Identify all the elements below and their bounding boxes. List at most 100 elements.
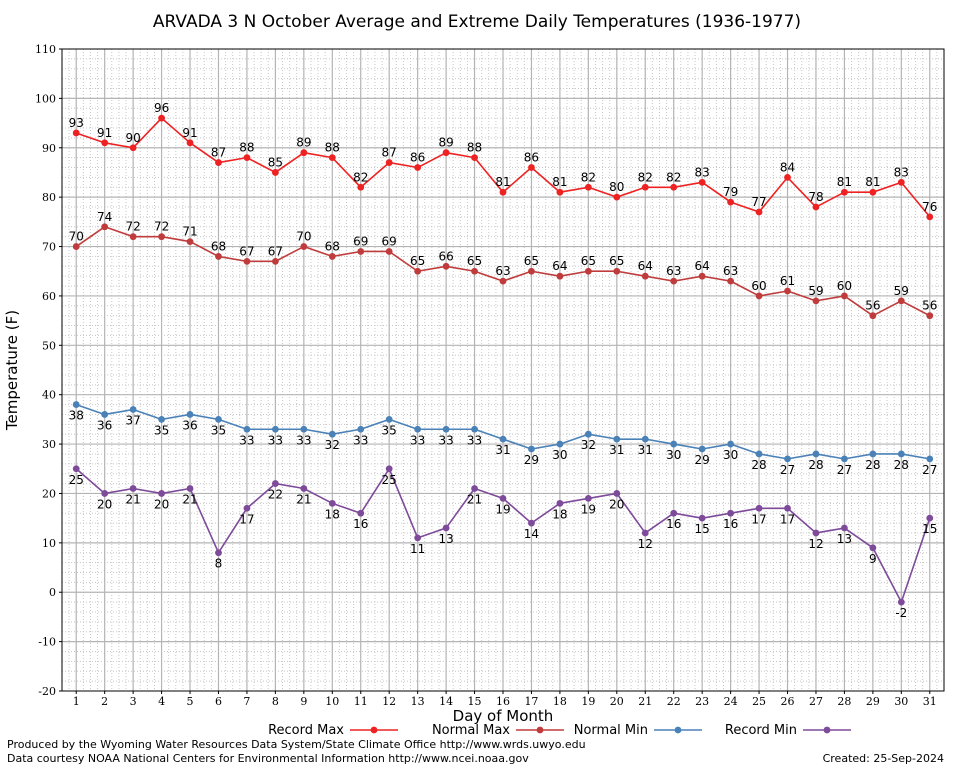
record-min-point — [670, 509, 678, 517]
x-tick-label: 11 — [354, 695, 368, 708]
normal-min-data-label: 29 — [695, 453, 710, 467]
record-min-point — [101, 490, 109, 497]
x-tick-label: 19 — [581, 695, 595, 708]
record-min-point — [72, 465, 80, 473]
y-tick-label: 40 — [42, 389, 56, 402]
normal-max-data-label: 68 — [325, 239, 340, 253]
record-min-data-label: 25 — [69, 473, 84, 487]
record-max-data-label: 77 — [751, 195, 766, 209]
record-min-point — [556, 499, 564, 507]
normal-min-data-label: 33 — [438, 433, 453, 447]
x-tick-label: 15 — [468, 695, 482, 708]
record-max-point — [385, 159, 393, 166]
normal-min-point — [812, 450, 820, 458]
record-max-point — [784, 174, 791, 181]
normal-max-data-label: 64 — [552, 259, 567, 273]
y-tick-label: 80 — [42, 191, 56, 204]
normal-max-point — [215, 253, 222, 260]
normal-min-point — [897, 450, 905, 458]
record-max-point — [471, 154, 478, 162]
y-tick-label: 10 — [42, 537, 56, 550]
record-min-data-label: 11 — [410, 542, 425, 556]
record-max-point — [897, 178, 905, 186]
record-min-point — [755, 504, 763, 512]
normal-min-point — [613, 435, 621, 443]
x-tick-label: 23 — [695, 695, 709, 708]
record-max-data-label: 89 — [296, 136, 311, 150]
normal-min-point — [556, 440, 564, 448]
normal-min-data-label: 31 — [495, 443, 510, 457]
normal-max-point — [641, 272, 649, 280]
normal-max-point — [897, 297, 905, 305]
y-tick-label: 110 — [35, 43, 56, 56]
x-tick-label: 21 — [638, 695, 652, 708]
normal-max-data-label: 56 — [922, 299, 937, 313]
record-max-data-label: 82 — [666, 170, 681, 184]
record-max-data-label: 91 — [182, 126, 197, 140]
record-min-data-label: 20 — [609, 497, 624, 511]
record-min-point — [442, 524, 450, 532]
series-record-min: 25 20 21 20 21 8 17 22 21 18 16 25 11 13 21 19 14 18 19 20 1… — [69, 465, 937, 620]
normal-max-data-label: 56 — [865, 299, 880, 313]
normal-max-data-label: 65 — [609, 254, 624, 268]
normal-min-point — [869, 450, 877, 458]
x-tick-label: 31 — [923, 695, 937, 708]
normal-min-point — [670, 440, 678, 448]
y-tick-label: 50 — [42, 339, 56, 352]
normal-min-point — [385, 415, 393, 423]
normal-min-data-label: 33 — [239, 433, 254, 447]
record-max-data-label: 83 — [894, 165, 909, 179]
normal-max-point — [385, 248, 393, 255]
legend-label-normal-max: Normal Max — [432, 723, 510, 738]
record-max-data-label: 78 — [808, 190, 823, 204]
record-min-point — [698, 514, 706, 522]
record-min-data-label: 21 — [296, 493, 311, 507]
normal-max-point — [755, 292, 763, 300]
series-record-max: 93 91 90 96 91 87 88 85 89 88 82 87 86 89 88 81 86 81 82 80… — [69, 101, 937, 221]
grid — [61, 49, 945, 691]
normal-min-data-label: 28 — [865, 458, 880, 472]
record-max-data-label: 91 — [97, 126, 112, 140]
x-axis-label: Day of Month — [453, 707, 554, 725]
x-tick-label: 7 — [243, 695, 250, 708]
record-min-data-label: 21 — [467, 493, 482, 507]
normal-max-data-label: 66 — [438, 249, 453, 263]
normal-max-point — [528, 267, 535, 275]
y-tick-label: 30 — [42, 438, 56, 451]
record-min-point — [357, 509, 365, 517]
x-tick-label: 25 — [752, 695, 766, 708]
record-min-data-label: 17 — [239, 512, 254, 526]
normal-max-point — [584, 267, 592, 275]
record-min-point — [186, 485, 194, 492]
x-tick-label: 27 — [809, 695, 823, 708]
normal-min-point — [698, 445, 706, 453]
normal-max-data-label: 68 — [211, 239, 226, 253]
record-min-point — [385, 465, 393, 473]
record-max-point — [584, 183, 592, 191]
normal-max-data-label: 67 — [239, 244, 254, 258]
record-min-point — [158, 490, 165, 497]
record-max-point — [613, 193, 621, 201]
record-min-data-label: 17 — [780, 512, 795, 526]
record-max-data-label: 79 — [723, 185, 738, 199]
record-min-data-label: 18 — [325, 507, 340, 521]
normal-max-point — [271, 257, 279, 265]
record-min-data-label: 19 — [495, 502, 510, 516]
x-tick-label: 13 — [411, 695, 425, 708]
record-max-data-label: 89 — [438, 136, 453, 150]
record-min-data-label: 17 — [751, 512, 766, 526]
normal-min-point — [243, 425, 251, 433]
record-min-point — [528, 519, 535, 527]
x-tick-label: 5 — [187, 695, 194, 708]
normal-max-point — [357, 248, 365, 255]
x-tick-label: 9 — [300, 695, 307, 708]
record-max-data-label: 82 — [638, 170, 653, 184]
legend: Record Max Normal Max Normal Min Record Min — [268, 723, 851, 738]
normal-max-point — [926, 312, 934, 320]
record-max-point — [72, 129, 80, 137]
x-tick-label: 28 — [837, 695, 851, 708]
record-min-data-label: 15 — [695, 522, 710, 536]
normal-max-point — [841, 292, 848, 300]
footer-created-date: Created: 25-Sep-2024 — [823, 752, 944, 765]
